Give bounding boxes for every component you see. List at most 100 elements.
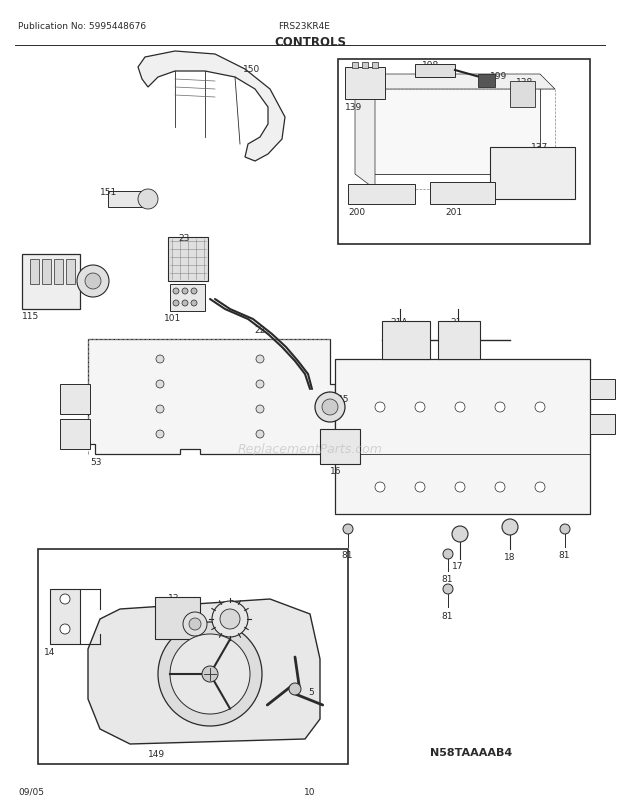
Circle shape [535,403,545,412]
Polygon shape [430,183,495,205]
Circle shape [191,289,197,294]
Circle shape [289,683,301,695]
Circle shape [443,549,453,559]
Text: 23: 23 [178,233,189,243]
Text: 81: 81 [341,550,353,559]
Bar [372,63,378,69]
Text: CONTROLS: CONTROLS [274,36,346,49]
Text: FRS23KR4E: FRS23KR4E [278,22,330,31]
Polygon shape [88,599,320,744]
Polygon shape [345,68,385,100]
Circle shape [191,301,197,306]
Text: 8: 8 [228,599,234,608]
Circle shape [415,403,425,412]
Polygon shape [348,184,415,205]
Circle shape [560,525,570,534]
Text: 17: 17 [452,561,464,570]
Circle shape [170,634,250,714]
Text: 151: 151 [100,188,117,196]
Text: 9: 9 [182,638,188,646]
Text: N58TAAAAB4: N58TAAAAB4 [430,747,512,757]
Circle shape [60,624,70,634]
Text: 53: 53 [90,457,102,467]
Circle shape [535,482,545,492]
Circle shape [256,380,264,388]
Polygon shape [155,597,200,639]
Polygon shape [22,255,80,310]
Circle shape [156,355,164,363]
Text: 139: 139 [345,103,362,111]
Circle shape [173,289,179,294]
Text: 09/05: 09/05 [18,787,44,796]
Circle shape [455,482,465,492]
Circle shape [158,622,262,726]
Text: 199: 199 [490,72,507,81]
Bar [338,60,590,245]
Circle shape [138,190,158,210]
Circle shape [322,399,338,415]
Bar [54,260,63,285]
Circle shape [452,526,468,542]
Text: 5: 5 [308,687,314,696]
Text: 201: 201 [445,208,462,217]
Text: 21A: 21A [390,318,407,326]
Text: 13: 13 [168,593,180,602]
Bar [362,63,368,69]
Text: 137: 137 [531,143,548,152]
Polygon shape [168,237,208,282]
Circle shape [77,265,109,298]
Circle shape [256,431,264,439]
Text: 138: 138 [516,78,533,87]
Circle shape [183,612,207,636]
Circle shape [189,618,201,630]
Circle shape [495,403,505,412]
Polygon shape [382,322,430,359]
Text: 101: 101 [164,314,181,322]
Text: 16: 16 [330,467,342,476]
Bar [42,260,51,285]
Polygon shape [50,589,80,644]
Circle shape [375,482,385,492]
Circle shape [202,666,218,683]
Text: 81: 81 [558,550,570,559]
Text: 150: 150 [244,65,260,74]
Text: 21: 21 [450,318,461,326]
Polygon shape [60,384,90,415]
Polygon shape [490,148,575,200]
Circle shape [443,585,453,594]
Text: 14: 14 [44,647,55,656]
Bar [38,549,348,764]
Circle shape [156,380,164,388]
Circle shape [315,392,345,423]
Circle shape [502,520,518,535]
Polygon shape [60,419,90,449]
Circle shape [455,403,465,412]
Circle shape [182,301,188,306]
Circle shape [173,301,179,306]
Bar [66,260,75,285]
Text: 22: 22 [254,326,265,334]
Text: 15: 15 [338,395,350,403]
Polygon shape [355,75,375,190]
Polygon shape [108,192,148,208]
Text: 149: 149 [148,749,165,758]
Text: ReplacementParts.com: ReplacementParts.com [237,443,383,456]
Circle shape [156,431,164,439]
Circle shape [256,406,264,414]
Polygon shape [335,359,590,514]
Circle shape [60,594,70,604]
Circle shape [182,289,188,294]
Polygon shape [355,75,540,175]
Polygon shape [170,285,205,312]
Polygon shape [355,75,555,90]
Text: 81: 81 [441,574,453,583]
Polygon shape [415,65,455,78]
Circle shape [156,406,164,414]
Text: 198: 198 [422,61,439,70]
Circle shape [256,355,264,363]
Polygon shape [438,322,480,359]
Text: 18: 18 [504,553,515,561]
Text: 200: 200 [348,208,365,217]
Polygon shape [320,429,360,464]
Polygon shape [590,379,615,399]
